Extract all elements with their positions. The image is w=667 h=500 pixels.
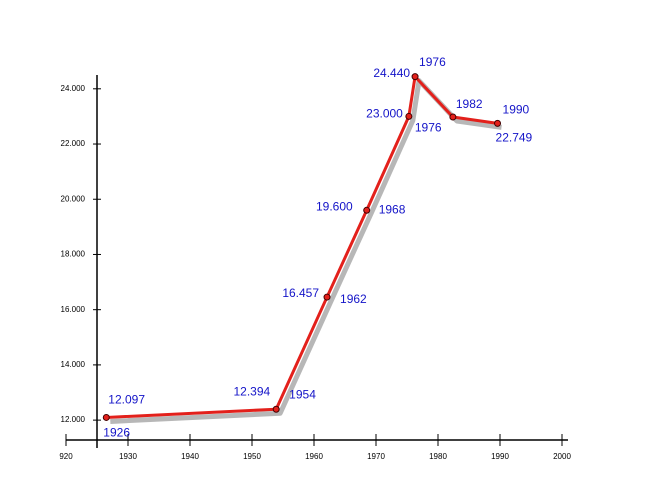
marker [411,73,419,81]
x-tick-label: 1990 [491,452,509,461]
x-tick-label: 2000 [553,452,571,461]
marker [449,113,457,121]
x-tick-label: 1960 [305,452,323,461]
year-label: 1990 [503,103,530,117]
marker [323,293,331,301]
marker [102,413,110,421]
x-tick-label: 1980 [429,452,447,461]
marker [405,112,413,120]
year-label: 1954 [289,387,316,401]
y-tick-label: 24.000 [61,84,86,93]
value-label: 23.000 [366,107,403,121]
y-tick-label: 22.000 [61,139,86,148]
value-label: 16.457 [282,286,319,300]
year-label: 1968 [379,202,406,216]
year-label: 1962 [340,292,367,306]
year-label: 1976 [419,55,446,69]
y-tick-label: 14.000 [61,360,86,369]
year-label: 1982 [456,97,483,111]
marker [363,206,371,214]
x-tick-label: 1970 [367,452,385,461]
value-label: 22.749 [496,131,533,145]
value-label: 12.394 [233,384,270,398]
marker [272,405,280,413]
line-shadow [110,78,502,424]
marker [494,119,502,127]
x-tick-label: 1950 [243,452,261,461]
y-tick-label: 20.000 [61,194,86,203]
year-label: 1976 [415,121,442,135]
x-tick-label: 1930 [119,452,137,461]
year-label: 1926 [103,426,130,440]
y-tick-label: 12.000 [61,415,86,424]
value-label: 19.600 [316,199,353,213]
value-label: 12.097 [108,393,145,407]
x-tick-label: 1940 [181,452,199,461]
x-tick-label: 920 [59,452,73,461]
value-label: 24.440 [373,66,410,80]
line [106,75,498,419]
y-tick-label: 16.000 [61,305,86,314]
y-tick-label: 18.000 [61,250,86,259]
